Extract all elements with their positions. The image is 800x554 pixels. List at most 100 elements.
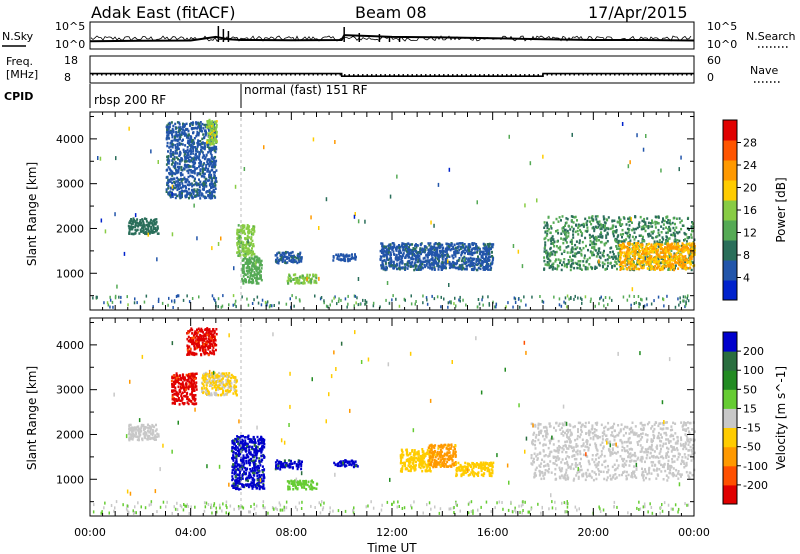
scatter-cell [617, 251, 620, 255]
scatter-cell [337, 258, 340, 261]
scatter-cell [549, 247, 552, 251]
scatter-cell [673, 245, 676, 248]
scatter-cell [628, 243, 631, 247]
scatter-cell [639, 215, 642, 219]
scatter-cell [212, 138, 215, 141]
scatter-cell [418, 263, 421, 267]
scatter-cell [580, 252, 583, 256]
ground-scatter-cell [188, 300, 191, 304]
scatter-cell [313, 279, 316, 283]
scatter-cell [594, 249, 597, 252]
scatter-cell [552, 266, 555, 269]
scatter-cell [402, 245, 405, 249]
scatter-cell [637, 255, 640, 258]
scatter-cell [298, 260, 301, 264]
scatter-cell [310, 278, 313, 282]
scatter-cell [176, 139, 179, 143]
scatter-cell [653, 248, 656, 252]
ground-scatter-cell [403, 297, 406, 301]
scatter-cell [592, 218, 595, 221]
scatter-cell [654, 268, 656, 271]
cpid-label: CPID [4, 90, 33, 103]
scatter-cell [175, 138, 178, 142]
noise-cell [116, 284, 118, 289]
scatter-cell [573, 266, 576, 270]
scatter-cell [593, 245, 596, 249]
scatter-cell [174, 165, 176, 168]
scatter-cell [381, 261, 384, 265]
scatter-cell [165, 131, 168, 134]
ground-scatter-cell [320, 296, 323, 299]
scatter-cell [208, 188, 211, 192]
scatter-cell [180, 394, 183, 398]
scatter-cell [575, 240, 578, 243]
scatter-cell [289, 276, 292, 280]
scatter-cell [207, 168, 210, 172]
colorbar-swatch [723, 280, 737, 301]
scatter-cell [398, 256, 401, 259]
noise-cell [476, 200, 478, 205]
noise-cell [318, 226, 320, 230]
scatter-cell [347, 254, 350, 257]
scatter-cell [670, 233, 673, 237]
scatter-cell [211, 194, 214, 197]
scatter-cell [176, 143, 179, 146]
ground-scatter-cell [568, 297, 570, 301]
scatter-cell [173, 400, 176, 404]
ground-scatter-cell [269, 304, 272, 308]
scatter-cell [689, 244, 692, 247]
scatter-cell [200, 146, 203, 149]
scatter-cell [190, 171, 193, 174]
scatter-cell [550, 265, 553, 269]
scatter-cell [286, 257, 288, 260]
scatter-cell [426, 253, 429, 256]
scatter-cell [395, 262, 398, 266]
scatter-cell [442, 266, 445, 270]
scatter-cell [426, 256, 429, 259]
scatter-cell [290, 260, 293, 263]
ground-scatter-cell [119, 300, 122, 304]
scatter-cell [667, 237, 670, 240]
scatter-cell [290, 256, 293, 259]
scatter-cell [167, 122, 170, 126]
scatter-cell [593, 238, 596, 241]
scatter-cell [621, 261, 624, 264]
scatter-cell [182, 125, 185, 129]
colorbar-tick-label: 12 [743, 227, 757, 240]
scatter-cell [212, 140, 215, 143]
scatter-cell [591, 266, 594, 270]
scatter-cell [189, 152, 192, 155]
scatter-cell [404, 248, 407, 251]
scatter-cell [400, 251, 403, 255]
scatter-cell [592, 226, 595, 229]
scatter-cell [427, 266, 430, 269]
scatter-cell [684, 232, 687, 236]
scatter-cell [192, 375, 195, 378]
scatter-cell [467, 246, 470, 249]
scatter-cell [138, 430, 141, 433]
scatter-cell [214, 196, 217, 199]
scatter-cell [300, 256, 303, 259]
scatter-cell [388, 243, 391, 247]
scatter-cell [691, 222, 694, 225]
scatter-cell [171, 172, 174, 175]
scatter-cell [388, 249, 391, 252]
scatter-cell [673, 268, 676, 272]
scatter-cell [423, 256, 426, 260]
scatter-cell [179, 193, 182, 197]
scatter-cell [393, 243, 396, 247]
scatter-cell [577, 226, 580, 229]
scatter-cell [551, 268, 554, 271]
scatter-cell [256, 281, 259, 284]
scatter-cell [416, 244, 419, 247]
ground-scatter-cell [640, 297, 642, 301]
scatter-cell [555, 258, 557, 261]
ground-scatter-cell [241, 295, 243, 299]
scatter-cell [172, 401, 175, 405]
scatter-cell [426, 259, 429, 262]
scatter-cell [672, 265, 675, 269]
scatter-cell [293, 255, 296, 259]
scatter-cell [154, 230, 157, 233]
scatter-cell [679, 256, 682, 260]
scatter-cell [552, 221, 555, 224]
